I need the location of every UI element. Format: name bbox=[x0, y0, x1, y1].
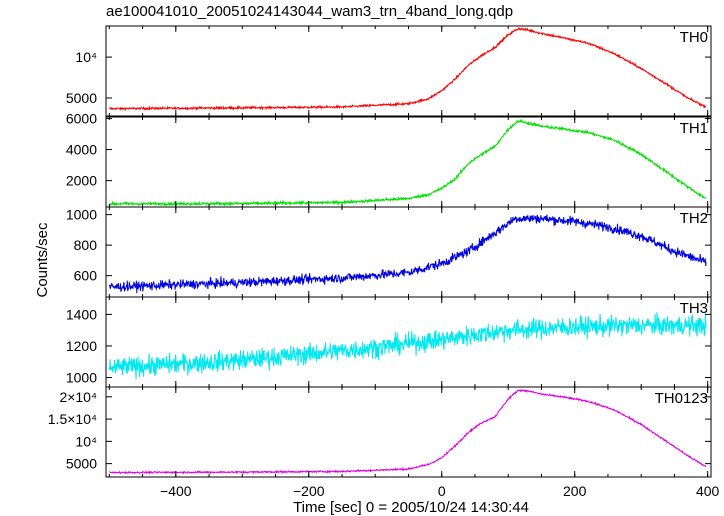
panels-group: 5000 10⁴ TH0 2000 4000 6000 TH1 600 800 1000 TH2 10… bbox=[48, 25, 712, 478]
y-tick-label: 1000 bbox=[66, 370, 97, 386]
y-tick-label: 10⁴ bbox=[75, 49, 97, 65]
y-tick-label: 6000 bbox=[66, 111, 97, 127]
x-axis-label: Time [sec] 0 = 2005/10/24 14:30:44 bbox=[293, 499, 529, 516]
y-tick-label: 5000 bbox=[66, 456, 97, 472]
panel-label-th2: TH2 bbox=[680, 210, 708, 227]
y-tick-label: 1000 bbox=[66, 207, 97, 223]
panel-th3: 1000 1200 1400 TH3 bbox=[66, 296, 712, 388]
panel-label-th1: TH1 bbox=[680, 120, 708, 137]
y-tick-label: 1.5×10⁴ bbox=[48, 411, 97, 427]
panel-th0: 5000 10⁴ TH0 bbox=[66, 25, 712, 117]
x-tick-label: −200 bbox=[293, 483, 325, 499]
x-tick-label: −400 bbox=[160, 483, 192, 499]
panel-th1: 2000 4000 6000 TH1 bbox=[66, 111, 712, 208]
x-tick-label: 200 bbox=[563, 483, 587, 499]
series-line-th2 bbox=[108, 214, 707, 294]
panel-th2: 600 800 1000 TH2 bbox=[66, 206, 712, 298]
y-tick-label: 600 bbox=[74, 268, 98, 284]
x-tick-label: 400 bbox=[696, 483, 720, 499]
x-axis: −400 −200 0 200 400 bbox=[160, 483, 720, 499]
panel-label-th3: TH3 bbox=[680, 300, 708, 317]
series-line-th3 bbox=[108, 312, 707, 380]
panel-label-th0: TH0 bbox=[680, 29, 708, 46]
y-tick-label: 5000 bbox=[66, 90, 97, 106]
panel-th0123: 5000 10⁴ 1.5×10⁴ 2×10⁴ TH0123 bbox=[48, 386, 712, 478]
y-tick-label: 2×10⁴ bbox=[59, 389, 97, 405]
panel-frame bbox=[105, 116, 712, 208]
series-line-th1 bbox=[108, 118, 707, 207]
y-tick-label: 800 bbox=[74, 237, 98, 253]
panel-label-th0123: TH0123 bbox=[655, 390, 708, 407]
panel-frame bbox=[105, 386, 712, 478]
series-line-th0 bbox=[109, 27, 707, 112]
y-axis-label: Counts/sec bbox=[34, 222, 51, 298]
x-tick-label: 0 bbox=[438, 483, 446, 499]
y-tick-label: 1400 bbox=[66, 306, 97, 322]
chart-title: ae100041010_20051024143044_wam3_trn_4ban… bbox=[106, 3, 513, 20]
y-tick-label: 1200 bbox=[66, 338, 97, 354]
y-tick-label: 4000 bbox=[66, 142, 97, 158]
y-tick-label: 10⁴ bbox=[75, 433, 97, 449]
series-line-th0123 bbox=[108, 388, 707, 475]
y-tick-label: 2000 bbox=[66, 173, 97, 189]
